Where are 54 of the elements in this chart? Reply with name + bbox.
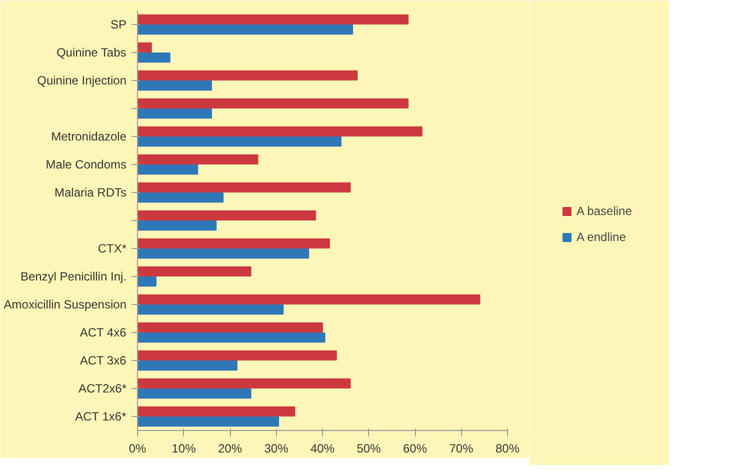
bar bbox=[138, 80, 212, 91]
bar bbox=[138, 350, 337, 360]
bar bbox=[138, 388, 252, 399]
x-tick-label: 10% bbox=[172, 442, 196, 456]
bar bbox=[138, 406, 296, 416]
bar bbox=[138, 378, 351, 388]
x-tick-label: 70% bbox=[449, 442, 474, 456]
bar bbox=[138, 164, 198, 175]
y-tick-label: Quinine Injection bbox=[37, 74, 126, 88]
x-tick-label: 50% bbox=[356, 442, 382, 456]
bar bbox=[138, 294, 480, 304]
y-tick-label: Benzyl Penicillin Inj. bbox=[20, 270, 127, 284]
bar bbox=[138, 192, 224, 203]
y-tick-label: SP bbox=[110, 18, 127, 32]
bar bbox=[138, 220, 217, 231]
bar bbox=[138, 52, 170, 63]
y-tick-label: ACT 4x6 bbox=[80, 326, 127, 340]
x-tick-label: 40% bbox=[310, 442, 335, 456]
x-tick-label: 0% bbox=[128, 442, 146, 456]
y-tick-label: Amoxicillin Suspension bbox=[4, 298, 127, 312]
bar bbox=[138, 276, 156, 287]
y-tick-label: Quinine Tabs bbox=[56, 46, 126, 60]
x-tick-label: 30% bbox=[264, 442, 289, 456]
legend-label: A baseline bbox=[576, 204, 633, 218]
y-tick-label: Male Condoms bbox=[46, 158, 126, 172]
bar bbox=[138, 210, 316, 220]
y-tick-label: CTX* bbox=[98, 242, 127, 256]
x-tick-label: 80% bbox=[495, 442, 520, 456]
legend-label: A endline bbox=[576, 230, 627, 244]
bar bbox=[138, 322, 323, 332]
bar bbox=[138, 238, 330, 248]
bar bbox=[138, 42, 152, 52]
y-tick-label: Malaria RDTs bbox=[54, 186, 127, 200]
bar bbox=[138, 154, 258, 164]
y-tick-label: ACT2x6* bbox=[78, 382, 127, 396]
bar bbox=[138, 182, 351, 192]
bar bbox=[138, 266, 252, 276]
y-tick-label: ACT 3x6 bbox=[80, 354, 127, 368]
bar bbox=[138, 24, 354, 35]
bar bbox=[138, 136, 342, 147]
y-tick-label: ACT 1x6* bbox=[75, 410, 127, 424]
bar bbox=[138, 416, 280, 427]
bar bbox=[138, 14, 409, 24]
x-tick-label: 60% bbox=[402, 442, 428, 456]
bar bbox=[138, 360, 238, 371]
bar bbox=[138, 70, 358, 80]
bar bbox=[138, 304, 284, 315]
bar bbox=[138, 332, 326, 343]
bar bbox=[138, 98, 409, 108]
bar bbox=[138, 126, 422, 136]
x-tick-label: 20% bbox=[218, 442, 242, 456]
bar bbox=[138, 248, 310, 259]
y-tick-label: Metronidazole bbox=[51, 130, 127, 144]
bar bbox=[138, 108, 212, 119]
